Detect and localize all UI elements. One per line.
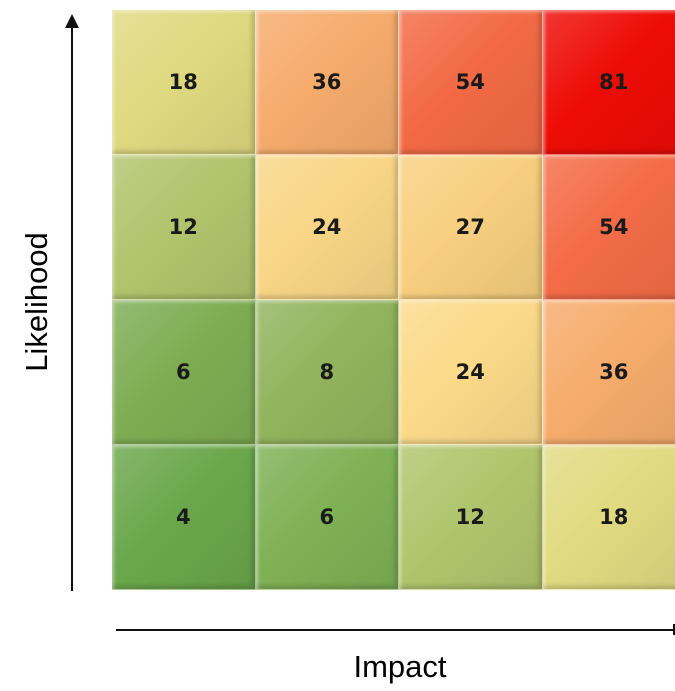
matrix-cell: 27: [399, 155, 543, 300]
matrix-cell: 81: [542, 10, 675, 155]
cell-value-label: 36: [599, 360, 629, 384]
cell-value-label: 36: [312, 70, 342, 94]
y-axis-line: [71, 26, 73, 591]
cell-value-label: 24: [312, 215, 342, 239]
cell-value-label: 54: [455, 70, 485, 94]
cell-value-label: 12: [168, 215, 198, 239]
cell-value-label: 8: [319, 360, 335, 384]
matrix-cell: 6: [112, 300, 256, 445]
y-axis-arrow-icon: [65, 14, 79, 28]
y-axis-label: Likelihood: [19, 232, 54, 372]
x-axis-end-tick: [673, 624, 675, 635]
matrix-cell: 36: [255, 10, 399, 155]
matrix-cell: 12: [112, 155, 256, 300]
matrix-cell: 18: [112, 10, 256, 155]
matrix-cell: 24: [399, 300, 543, 445]
cell-value-label: 18: [168, 70, 198, 94]
x-axis-label: Impact: [353, 649, 447, 684]
cell-value-label: 4: [175, 505, 191, 529]
cell-value-label: 6: [319, 505, 335, 529]
cell-value-label: 24: [455, 360, 485, 384]
cell-value-label: 6: [175, 360, 191, 384]
matrix-cell: 6: [255, 445, 399, 590]
matrix-cell: 24: [255, 155, 399, 300]
x-axis-line: [116, 629, 674, 631]
cell-value-label: 12: [455, 505, 485, 529]
risk-matrix: 18 36 54 81 12 24 27 54 6 8 24 36 4 6 12 18: [112, 10, 675, 590]
matrix-cell: 54: [542, 155, 675, 300]
matrix-cell: 18: [542, 445, 675, 590]
matrix-cell: 8: [255, 300, 399, 445]
matrix-cell: 36: [542, 300, 675, 445]
cell-value-label: 18: [599, 505, 629, 529]
cell-value-label: 54: [599, 215, 629, 239]
matrix-cell: 54: [399, 10, 543, 155]
matrix-cell: 4: [112, 445, 256, 590]
cell-value-label: 81: [599, 70, 629, 94]
matrix-cell: 12: [399, 445, 543, 590]
cell-value-label: 27: [455, 215, 485, 239]
